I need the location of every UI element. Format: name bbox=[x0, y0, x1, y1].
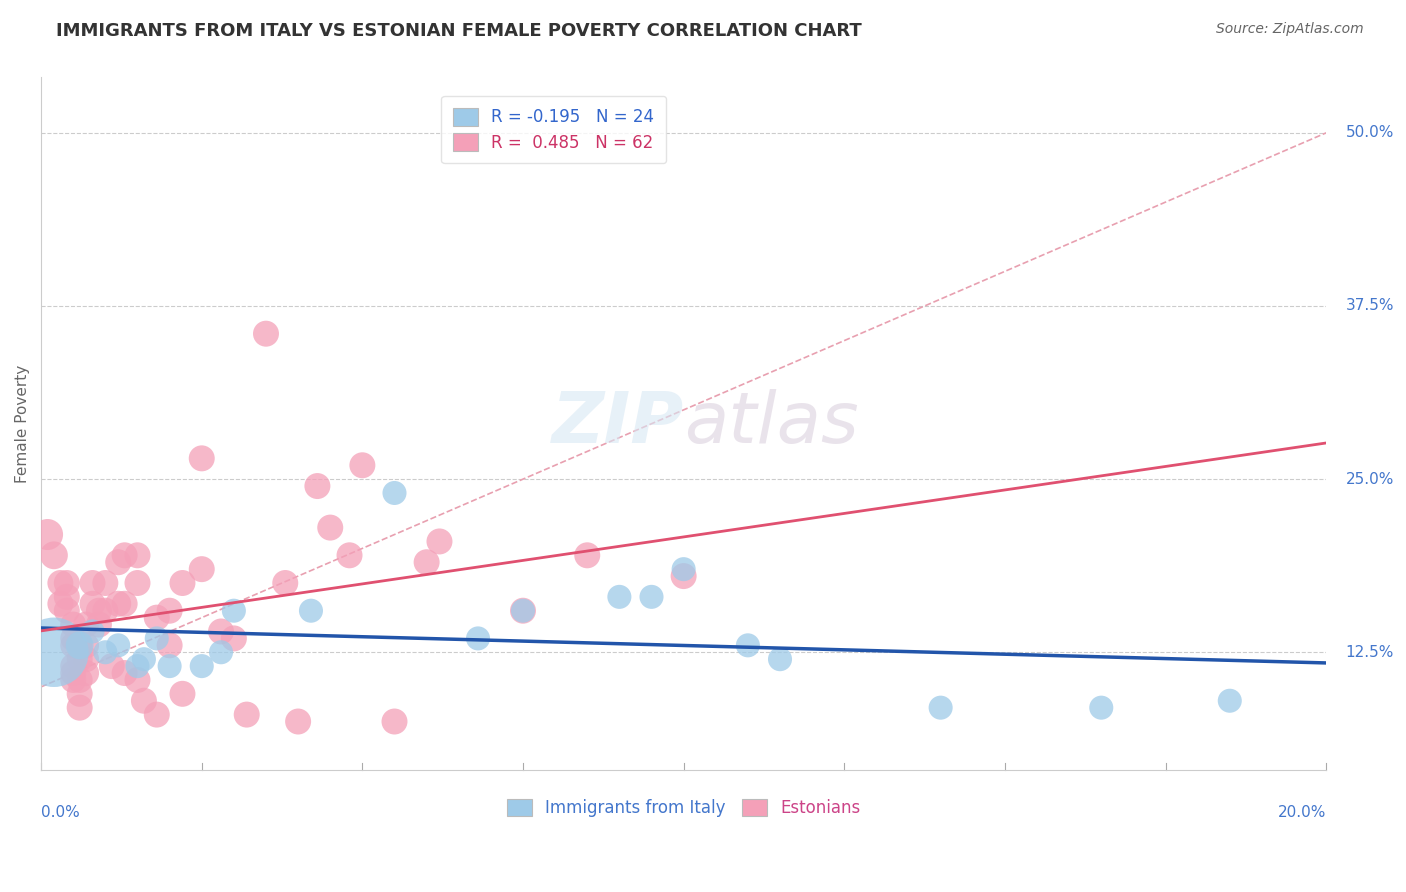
Point bbox=[114, 666, 136, 681]
Point bbox=[254, 326, 277, 341]
Point bbox=[101, 659, 124, 673]
Point bbox=[159, 604, 181, 618]
Point bbox=[467, 632, 489, 646]
Point bbox=[82, 576, 104, 591]
Point bbox=[319, 520, 342, 534]
Point bbox=[576, 549, 599, 563]
Point bbox=[127, 576, 149, 591]
Point bbox=[172, 576, 194, 591]
Point bbox=[190, 659, 212, 673]
Point bbox=[307, 479, 329, 493]
Point bbox=[42, 645, 65, 659]
Point bbox=[82, 624, 104, 639]
Point bbox=[82, 597, 104, 611]
Y-axis label: Female Poverty: Female Poverty bbox=[15, 365, 30, 483]
Point bbox=[222, 632, 245, 646]
Point bbox=[384, 714, 406, 729]
Point bbox=[609, 590, 631, 604]
Point bbox=[94, 604, 117, 618]
Point bbox=[209, 624, 232, 639]
Point bbox=[672, 569, 695, 583]
Point bbox=[737, 638, 759, 652]
Legend: Immigrants from Italy, Estonians: Immigrants from Italy, Estonians bbox=[501, 792, 868, 824]
Point bbox=[672, 562, 695, 576]
Point bbox=[114, 597, 136, 611]
Point bbox=[62, 659, 84, 673]
Point bbox=[75, 666, 97, 681]
Text: IMMIGRANTS FROM ITALY VS ESTONIAN FEMALE POVERTY CORRELATION CHART: IMMIGRANTS FROM ITALY VS ESTONIAN FEMALE… bbox=[56, 22, 862, 40]
Point bbox=[107, 638, 129, 652]
Point bbox=[56, 576, 79, 591]
Point bbox=[512, 604, 534, 618]
Point bbox=[49, 597, 72, 611]
Text: 37.5%: 37.5% bbox=[1346, 299, 1393, 313]
Point bbox=[145, 632, 167, 646]
Text: 50.0%: 50.0% bbox=[1346, 126, 1393, 140]
Point bbox=[929, 700, 952, 714]
Point bbox=[274, 576, 297, 591]
Text: 0.0%: 0.0% bbox=[41, 805, 80, 820]
Text: 25.0%: 25.0% bbox=[1346, 472, 1393, 487]
Point bbox=[159, 659, 181, 673]
Point bbox=[75, 617, 97, 632]
Point bbox=[640, 590, 662, 604]
Point bbox=[209, 645, 232, 659]
Point bbox=[49, 576, 72, 591]
Point bbox=[512, 604, 534, 618]
Point bbox=[769, 652, 792, 666]
Point bbox=[190, 451, 212, 466]
Point bbox=[299, 604, 322, 618]
Point bbox=[69, 652, 91, 666]
Point bbox=[62, 632, 84, 646]
Point bbox=[127, 659, 149, 673]
Point bbox=[429, 534, 451, 549]
Point bbox=[69, 700, 91, 714]
Point bbox=[62, 638, 84, 652]
Point bbox=[127, 673, 149, 687]
Point bbox=[287, 714, 309, 729]
Point bbox=[190, 562, 212, 576]
Point bbox=[222, 604, 245, 618]
Point bbox=[56, 604, 79, 618]
Point bbox=[87, 604, 110, 618]
Point bbox=[42, 549, 65, 563]
Point bbox=[339, 549, 361, 563]
Point bbox=[87, 617, 110, 632]
Point bbox=[37, 527, 59, 541]
Point bbox=[75, 638, 97, 652]
Point bbox=[127, 549, 149, 563]
Point bbox=[352, 458, 374, 473]
Point bbox=[62, 673, 84, 687]
Text: 20.0%: 20.0% bbox=[1278, 805, 1326, 820]
Point bbox=[69, 687, 91, 701]
Point bbox=[132, 652, 155, 666]
Point bbox=[62, 666, 84, 681]
Point bbox=[69, 638, 91, 652]
Point bbox=[145, 610, 167, 624]
Point bbox=[114, 549, 136, 563]
Text: Source: ZipAtlas.com: Source: ZipAtlas.com bbox=[1216, 22, 1364, 37]
Point bbox=[107, 597, 129, 611]
Point bbox=[56, 590, 79, 604]
Text: ZIP: ZIP bbox=[551, 389, 683, 458]
Point bbox=[235, 707, 257, 722]
Text: atlas: atlas bbox=[683, 389, 858, 458]
Point bbox=[172, 687, 194, 701]
Text: 12.5%: 12.5% bbox=[1346, 645, 1393, 660]
Point bbox=[415, 555, 437, 569]
Point bbox=[107, 555, 129, 569]
Point bbox=[75, 652, 97, 666]
Point bbox=[159, 638, 181, 652]
Point bbox=[1219, 694, 1241, 708]
Point bbox=[69, 638, 91, 652]
Point bbox=[69, 673, 91, 687]
Point bbox=[94, 645, 117, 659]
Point bbox=[94, 576, 117, 591]
Point bbox=[384, 486, 406, 500]
Point bbox=[1090, 700, 1112, 714]
Point bbox=[145, 707, 167, 722]
Point bbox=[62, 617, 84, 632]
Point bbox=[132, 694, 155, 708]
